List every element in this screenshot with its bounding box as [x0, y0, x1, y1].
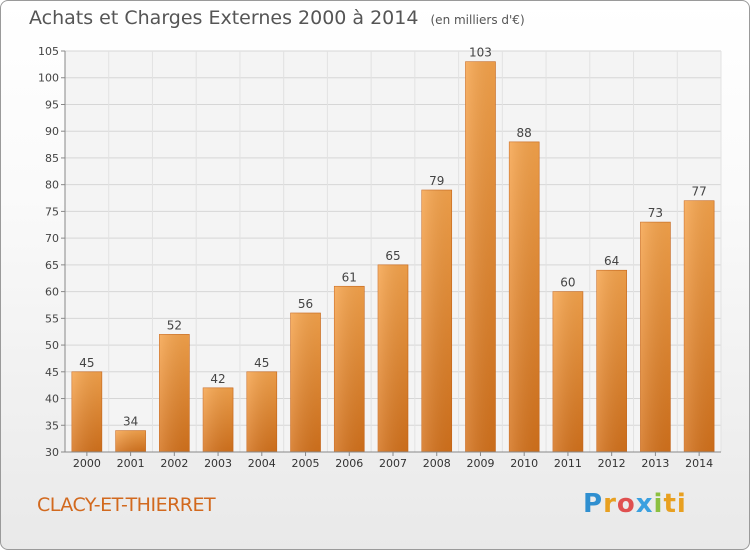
y-tick-label: 90 — [45, 125, 59, 138]
data-label: 45 — [254, 356, 269, 370]
data-label: 64 — [604, 254, 619, 268]
bar-shade — [421, 190, 452, 452]
bar-shade — [465, 61, 496, 453]
logo-letter: P — [583, 489, 604, 519]
bar-shade — [684, 200, 715, 452]
bars — [71, 61, 715, 453]
data-label: 61 — [342, 270, 357, 284]
bar-shade — [290, 312, 321, 452]
y-tick-label: 85 — [45, 152, 59, 165]
x-tick-label: 2008 — [423, 457, 451, 470]
data-label: 52 — [167, 318, 182, 332]
bar-shade — [203, 387, 234, 452]
value-labels: 45 34 52 42 45 56 61 65 79 103 88 60 64 73 77 — [79, 46, 707, 429]
x-tick-label: 2004 — [248, 457, 276, 470]
x-tick-label: 2014 — [685, 457, 713, 470]
chart-title-text: Achats et Charges Externes 2000 à 2014 — [29, 7, 419, 29]
x-tick-label: 2000 — [73, 457, 101, 470]
y-tick-label: 80 — [45, 179, 59, 192]
y-tick-label: 55 — [45, 312, 59, 325]
data-label: 45 — [79, 356, 94, 370]
y-tick-label: 105 — [38, 45, 59, 58]
x-tick-label: 2007 — [379, 457, 407, 470]
y-tick-label: 65 — [45, 259, 59, 272]
logo-letter: o — [616, 489, 636, 519]
x-tick-label: 2009 — [466, 457, 494, 470]
data-label: 56 — [298, 297, 313, 311]
y-tick-label: 45 — [45, 366, 59, 379]
bar-shade — [246, 371, 277, 452]
logo-letter: r — [603, 489, 617, 519]
data-label: 34 — [123, 415, 138, 429]
data-label: 88 — [517, 126, 532, 140]
y-tick-label: 40 — [45, 393, 59, 406]
x-tick-label: 2012 — [598, 457, 626, 470]
bar-shade — [640, 222, 671, 452]
bar-shade — [71, 371, 102, 452]
logo-letter: i — [653, 489, 664, 519]
bar-shade — [159, 334, 190, 452]
chart-title: Achats et Charges Externes 2000 à 2014 (… — [29, 7, 525, 29]
data-label: 73 — [648, 206, 663, 220]
bar-shade — [509, 141, 540, 453]
y-tick-label: 95 — [45, 98, 59, 111]
data-label: 42 — [210, 372, 225, 386]
x-tick-label: 2010 — [510, 457, 538, 470]
x-tick-label: 2006 — [335, 457, 363, 470]
data-label: 65 — [385, 249, 400, 263]
data-label: 103 — [469, 46, 492, 60]
data-label: 60 — [560, 276, 575, 290]
x-tick-label: 2005 — [292, 457, 320, 470]
logo-letter: x — [635, 489, 654, 519]
y-tick-label: 35 — [45, 419, 59, 432]
bar-shade — [334, 286, 365, 452]
bar-shade — [378, 264, 408, 452]
x-tick-label: 2001 — [117, 457, 145, 470]
bar-shade — [115, 430, 146, 452]
proxiti-logo[interactable]: Proxiti — [583, 489, 687, 519]
chart-subtitle: (en milliers d'€) — [430, 13, 525, 27]
x-tick-label: 2011 — [554, 457, 582, 470]
bar-shade — [596, 270, 627, 452]
y-tick-label: 50 — [45, 339, 59, 352]
data-label: 79 — [429, 174, 444, 188]
logo-letter: ti — [663, 489, 687, 519]
x-tick-label: 2003 — [204, 457, 232, 470]
location-name: CLACY-ET-THIERRET — [37, 494, 216, 516]
bar-shade — [552, 291, 583, 452]
y-tick-label: 60 — [45, 286, 59, 299]
x-tick-label: 2002 — [160, 457, 188, 470]
x-tick-label: 2013 — [641, 457, 669, 470]
axes: 30 35 40 45 50 55 60 65 70 75 80 85 90 95 100 105 2000 20… — [38, 45, 721, 470]
y-tick-label: 100 — [38, 72, 59, 85]
y-tick-label: 75 — [45, 205, 59, 218]
y-tick-label: 70 — [45, 232, 59, 245]
data-label: 77 — [691, 185, 706, 199]
y-tick-label: 30 — [45, 446, 59, 459]
